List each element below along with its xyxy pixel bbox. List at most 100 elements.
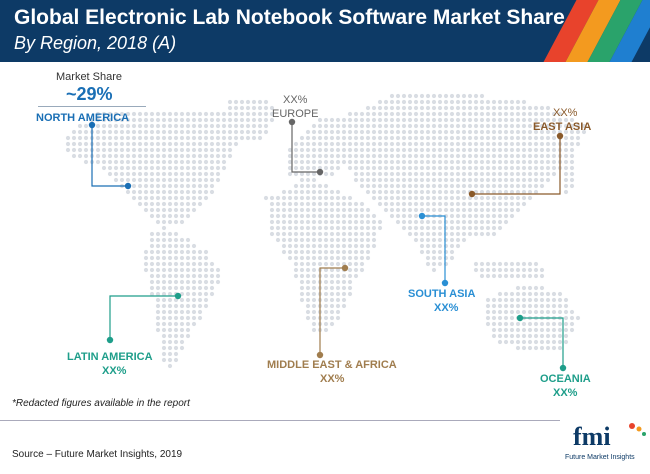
map-dot xyxy=(239,105,245,111)
map-dot xyxy=(233,135,239,141)
map-dot xyxy=(341,123,347,129)
map-dot xyxy=(413,219,419,225)
map-dot xyxy=(317,135,323,141)
map-dot xyxy=(353,171,359,177)
map-dot xyxy=(335,219,341,225)
map-dot xyxy=(491,105,497,111)
map-dot xyxy=(323,231,329,237)
map-dot xyxy=(101,117,107,123)
map-dot xyxy=(551,111,557,117)
map-dot xyxy=(371,135,377,141)
map-dot xyxy=(173,357,179,363)
map-dot xyxy=(407,225,413,231)
map-dot xyxy=(449,237,455,243)
map-dot xyxy=(299,141,305,147)
map-dot xyxy=(215,177,221,183)
map-dot xyxy=(533,117,539,123)
map-dot xyxy=(545,297,551,303)
map-dot xyxy=(521,99,527,105)
map-dot xyxy=(239,99,245,105)
map-dot xyxy=(167,363,173,369)
map-dot xyxy=(377,183,383,189)
map-dot xyxy=(563,327,569,333)
map-dot xyxy=(413,159,419,165)
map-dot xyxy=(323,207,329,213)
map-dot xyxy=(137,189,143,195)
map-dot xyxy=(503,147,509,153)
map-dot xyxy=(155,123,161,129)
map-dot xyxy=(419,165,425,171)
map-dot xyxy=(275,195,281,201)
map-dot xyxy=(437,135,443,141)
map-dot xyxy=(335,201,341,207)
map-dot xyxy=(551,129,557,135)
map-dot xyxy=(107,135,113,141)
map-dot xyxy=(551,165,557,171)
map-dot xyxy=(155,153,161,159)
map-dot xyxy=(557,291,563,297)
map-dot xyxy=(437,93,443,99)
map-dot xyxy=(449,129,455,135)
map-dot xyxy=(173,123,179,129)
map-dot xyxy=(251,111,257,117)
map-dot xyxy=(497,153,503,159)
map-dot xyxy=(191,117,197,123)
map-dot xyxy=(305,231,311,237)
map-dot xyxy=(527,309,533,315)
map-dot xyxy=(539,333,545,339)
map-dot xyxy=(275,213,281,219)
map-dot xyxy=(353,177,359,183)
map-dot xyxy=(341,195,347,201)
map-dot xyxy=(569,309,575,315)
map-dot xyxy=(203,303,209,309)
map-dot xyxy=(395,171,401,177)
map-dot xyxy=(293,153,299,159)
map-dot xyxy=(539,141,545,147)
map-dot xyxy=(167,111,173,117)
map-dot xyxy=(551,309,557,315)
map-dot xyxy=(569,129,575,135)
map-dot xyxy=(413,129,419,135)
map-dot xyxy=(155,129,161,135)
map-dot xyxy=(551,117,557,123)
mea-value: XX% xyxy=(320,373,345,385)
map-dot xyxy=(491,201,497,207)
map-dot xyxy=(347,123,353,129)
map-dot xyxy=(173,255,179,261)
map-dot xyxy=(323,225,329,231)
map-dot xyxy=(305,261,311,267)
map-dot xyxy=(293,141,299,147)
map-dot xyxy=(371,237,377,243)
map-dot xyxy=(353,141,359,147)
map-dot xyxy=(563,183,569,189)
map-dot xyxy=(71,135,77,141)
map-dot xyxy=(551,147,557,153)
map-dot xyxy=(443,141,449,147)
map-dot xyxy=(293,165,299,171)
map-dot xyxy=(551,141,557,147)
map-dot xyxy=(347,207,353,213)
map-dot xyxy=(503,213,509,219)
map-dot xyxy=(125,177,131,183)
map-dot xyxy=(323,285,329,291)
map-dot xyxy=(425,261,431,267)
map-dot xyxy=(155,303,161,309)
map-dot xyxy=(191,123,197,129)
map-dot xyxy=(65,141,71,147)
map-dot xyxy=(485,207,491,213)
map-dot xyxy=(521,195,527,201)
map-dot xyxy=(437,171,443,177)
map-dot xyxy=(185,321,191,327)
map-dot xyxy=(287,225,293,231)
map-dot xyxy=(191,321,197,327)
map-dot xyxy=(131,153,137,159)
map-dot xyxy=(503,309,509,315)
map-dot xyxy=(443,105,449,111)
map-dot xyxy=(131,171,137,177)
map-dot xyxy=(311,129,317,135)
map-dot xyxy=(413,189,419,195)
map-dot xyxy=(347,201,353,207)
map-dot xyxy=(299,177,305,183)
map-dot xyxy=(305,183,311,189)
map-dot xyxy=(329,189,335,195)
